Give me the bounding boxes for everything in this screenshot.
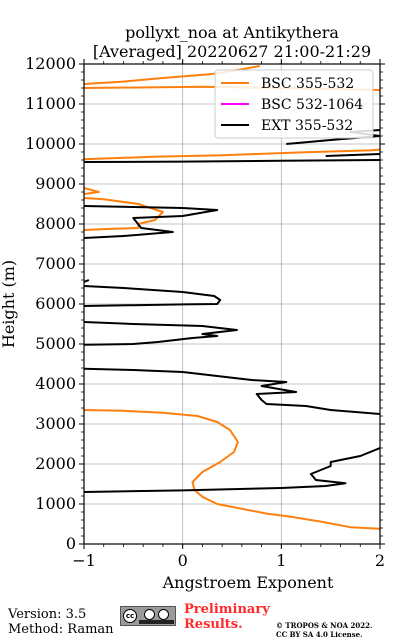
method-text: Method: Raman <box>8 622 114 637</box>
y-tick-label: 4000 <box>35 374 76 393</box>
results-text: Results. <box>184 617 243 632</box>
y-tick-label: 10000 <box>25 134 76 153</box>
legend-label: BSC 532-1064 <box>261 97 363 113</box>
x-axis-label: Angstroem Exponent <box>162 573 334 592</box>
cc-by-sa-icon: cc <box>120 606 176 626</box>
preliminary-text: Preliminary <box>184 602 270 617</box>
y-tick-label: 1000 <box>35 494 76 513</box>
legend-label: EXT 355-532 <box>261 118 353 134</box>
series-line-2 <box>84 129 380 493</box>
x-tick-label: −1 <box>72 551 96 570</box>
footer: Version: 3.5 Method: Raman cc Preliminar… <box>0 600 400 640</box>
chart-title-line2: [Averaged] 20220627 21:00-21:29 <box>92 42 372 61</box>
x-tick-label: 1 <box>276 551 286 570</box>
y-tick-label: 0 <box>66 534 76 553</box>
y-tick-label: 3000 <box>35 414 76 433</box>
cc-strip <box>139 620 174 624</box>
chart-title-line1: pollyxt_noa at Antikythera <box>125 23 339 42</box>
series-line-0 <box>84 65 380 530</box>
cc-logo-icon: cc <box>123 609 137 623</box>
y-tick-label: 11000 <box>25 94 76 113</box>
sa-icon <box>158 609 169 620</box>
copyright-text: © TROPOS & NOA 2022. <box>276 621 373 630</box>
x-tick-label: 0 <box>178 551 188 570</box>
y-axis-label: Height (m) <box>0 260 18 348</box>
y-tick-label: 9000 <box>35 174 76 193</box>
y-tick-label: 7000 <box>35 254 76 273</box>
x-tick-label: 2 <box>375 551 385 570</box>
version-text: Version: 3.5 <box>8 607 87 622</box>
y-tick-label: 5000 <box>35 334 76 353</box>
y-tick-label: 12000 <box>25 54 76 73</box>
by-icon <box>144 609 155 620</box>
legend-box <box>214 69 374 139</box>
legend-label: BSC 355-532 <box>261 76 354 92</box>
y-tick-label: 6000 <box>35 294 76 313</box>
license-text: CC BY SA 4.0 License. <box>276 630 363 639</box>
y-tick-label: 8000 <box>35 214 76 233</box>
plot-svg: −1 0 1 201000200030004000500060007000800090… <box>0 54 385 592</box>
y-tick-label: 2000 <box>35 454 76 473</box>
